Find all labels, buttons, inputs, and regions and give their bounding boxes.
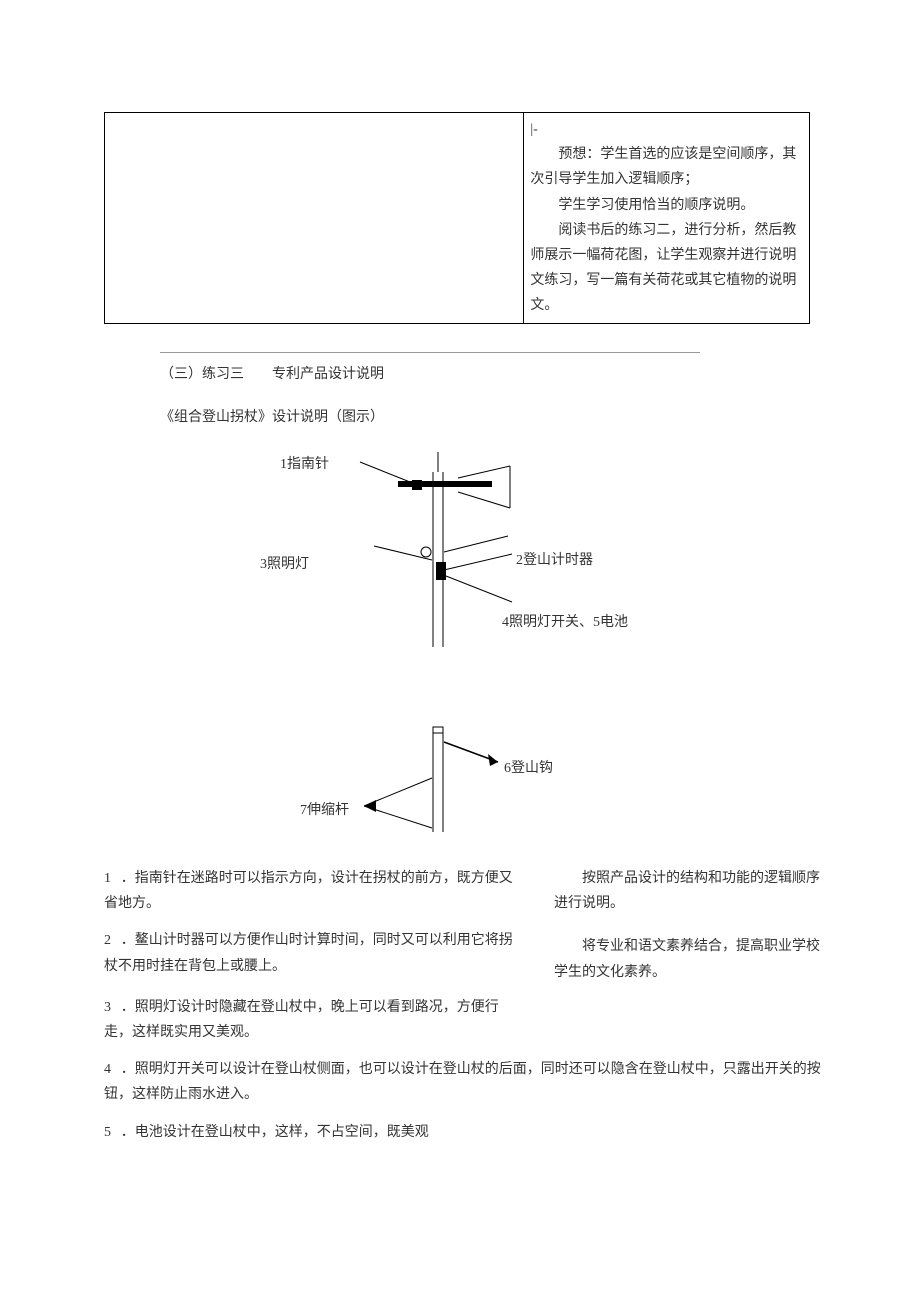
diagram-svg	[160, 452, 800, 852]
list-item: 2．鳌山计时器可以方便作山时计算时间，同时又可以利用它将拐杖不用时挂在背包上或腰…	[104, 928, 524, 978]
top-line2: 学生学习使用恰当的顺序说明。	[530, 193, 803, 218]
label-timer: 2登山计时器	[516, 548, 593, 573]
section-title: （三）练习三 专利产品设计说明	[160, 362, 800, 387]
content-columns: 1．指南针在迷路时可以指示方向，设计在拐杖的前方，既方便又省地方。 2．鳌山计时…	[104, 866, 824, 1157]
label-compass: 1指南针	[280, 452, 329, 477]
top-table: |- 预想：学生首选的应该是空间顺序，其次引导学生加入逻辑顺序； 学生学习使用恰…	[104, 112, 810, 324]
note-1: 按照产品设计的结构和功能的逻辑顺序进行说明。	[554, 866, 824, 916]
item-text: ．照明灯开关可以设计在登山杖侧面，也可以设计在登山杖的后面，同时还可以隐含在登山…	[104, 1062, 821, 1102]
top-left-cell	[105, 113, 524, 324]
right-notes: 按照产品设计的结构和功能的逻辑顺序进行说明。 将专业和语文素养结合，提高职业学校…	[554, 866, 824, 995]
diagram-area: 1指南针 3照明灯 2登山计时器 4照明灯开关、5电池 6登山钩 7伸缩杆	[160, 452, 800, 852]
list-item: 3．照明灯设计时隐藏在登山杖中，晚上可以看到路况，方便行走，这样既实用又美观。	[104, 995, 524, 1045]
item-text: ．电池设计在登山杖中，这样，不占空间，既美观	[121, 1125, 429, 1140]
numbered-list-cont: 3．照明灯设计时隐藏在登山杖中，晚上可以看到路况，方便行走，这样既实用又美观。	[104, 995, 524, 1045]
label-lamp: 3照明灯	[260, 552, 309, 577]
list-item: 4．照明灯开关可以设计在登山杖侧面，也可以设计在登山杖的后面，同时还可以隐含在登…	[104, 1057, 824, 1107]
item-text: ．鳌山计时器可以方便作山时计算时间，同时又可以利用它将拐杖不用时挂在背包上或腰上…	[104, 933, 513, 973]
list-item: 5．电池设计在登山杖中，这样，不占空间，既美观	[104, 1120, 824, 1145]
item-text: ．照明灯设计时隐藏在登山杖中，晚上可以看到路况，方便行走，这样既实用又美观。	[104, 1000, 499, 1040]
note-2: 将专业和语文素养结合，提高职业学校学生的文化素养。	[554, 934, 824, 984]
numbered-list: 1．指南针在迷路时可以指示方向，设计在拐杖的前方，既方便又省地方。 2．鳌山计时…	[104, 866, 524, 995]
label-hook: 6登山钩	[504, 756, 553, 781]
divider-line	[160, 352, 700, 353]
list-item: 1．指南针在迷路时可以指示方向，设计在拐杖的前方，既方便又省地方。	[104, 866, 524, 916]
top-line3: 阅读书后的练习二，进行分析，然后教师展示一幅荷花图，让学生观察并进行说明文练习，…	[530, 218, 803, 319]
top-line0: |-	[530, 117, 803, 142]
item-text: ．指南针在迷路时可以指示方向，设计在拐杖的前方，既方便又省地方。	[104, 871, 513, 911]
label-telescopic: 7伸缩杆	[300, 798, 349, 823]
label-switch-battery: 4照明灯开关、5电池	[502, 610, 628, 635]
numbered-list-wide: 4．照明灯开关可以设计在登山杖侧面，也可以设计在登山杖的后面，同时还可以隐含在登…	[104, 1057, 824, 1145]
top-prediction: 预想：学生首选的应该是空间顺序，其次引导学生加入逻辑顺序；	[530, 142, 803, 192]
top-right-cell: |- 预想：学生首选的应该是空间顺序，其次引导学生加入逻辑顺序； 学生学习使用恰…	[524, 113, 810, 324]
section-body: （三）练习三 专利产品设计说明 《组合登山拐杖》设计说明（图示）	[160, 362, 800, 440]
section-subtitle: 《组合登山拐杖》设计说明（图示）	[160, 405, 800, 430]
